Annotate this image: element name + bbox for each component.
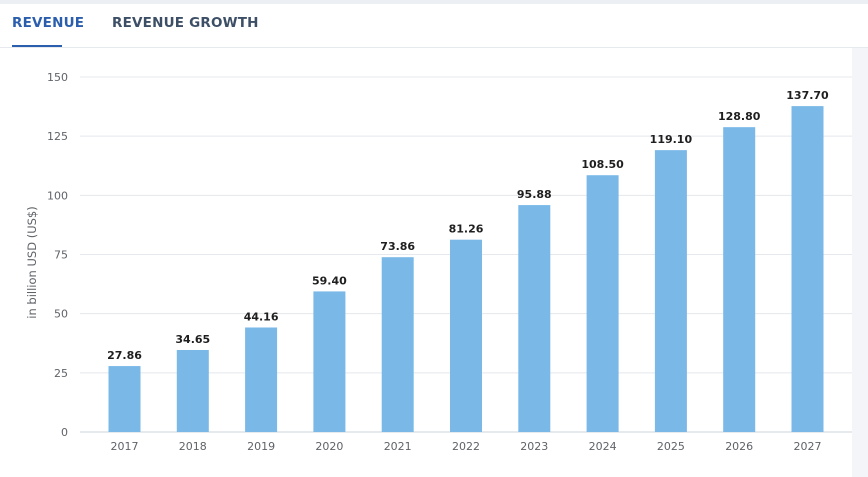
bars <box>108 106 824 433</box>
data-label: 108.50 <box>581 158 624 171</box>
bar[interactable] <box>791 106 824 433</box>
bar[interactable] <box>586 175 619 432</box>
data-label: 59.40 <box>312 274 347 287</box>
tab-revenue[interactable]: REVENUE <box>12 15 85 31</box>
bar[interactable] <box>176 349 209 432</box>
data-label: 44.16 <box>244 310 279 323</box>
data-labels: 27.86 34.65 44.16 59.40 73.86 81.26 95.88 108.5… <box>107 89 829 362</box>
x-tick-label: 2022 <box>452 440 480 453</box>
data-label: 73.86 <box>380 240 415 253</box>
bar[interactable] <box>723 127 756 432</box>
bar[interactable] <box>381 257 414 432</box>
x-axis-ticks: 2017 2018 2019 2020 2021 2022 2023 2024 2025 2026… <box>111 440 822 453</box>
data-label: 128.80 <box>718 110 761 123</box>
x-tick-label: 2018 <box>179 440 207 453</box>
bar[interactable] <box>450 239 482 432</box>
y-axis-ticks: 0 25 50 75 100 125 150 <box>47 71 68 439</box>
x-tick-label: 2026 <box>725 440 753 453</box>
bar[interactable] <box>245 327 278 432</box>
data-label: 137.70 <box>786 89 829 102</box>
tab-revenue-growth[interactable]: REVENUE GROWTH <box>112 15 259 31</box>
x-tick-label: 2020 <box>315 440 343 453</box>
x-tick-label: 2019 <box>247 440 275 453</box>
x-tick-label: 2025 <box>657 440 685 453</box>
chart-panel: 0 25 50 75 100 125 150 27.86 34.65 44.16 59.40 73.… <box>0 48 852 477</box>
y-tick-label: 50 <box>54 308 68 321</box>
data-label: 34.65 <box>175 333 210 346</box>
tab-bar: REVENUE REVENUE GROWTH <box>0 4 868 48</box>
data-label: 81.26 <box>449 223 484 236</box>
bar[interactable] <box>518 205 551 432</box>
x-tick-label: 2024 <box>589 440 617 453</box>
data-label: 95.88 <box>517 188 552 201</box>
y-tick-label: 75 <box>54 249 68 262</box>
bar[interactable] <box>313 291 346 432</box>
active-tab-indicator <box>12 45 62 47</box>
data-label: 119.10 <box>650 133 693 146</box>
bar[interactable] <box>108 366 141 432</box>
y-tick-label: 100 <box>47 189 68 202</box>
top-strip <box>0 0 868 4</box>
y-axis-label: in billion USD (US$) <box>25 206 39 318</box>
revenue-bar-chart: 0 25 50 75 100 125 150 27.86 34.65 44.16 59.40 73.… <box>25 71 852 453</box>
y-tick-label: 125 <box>47 130 68 143</box>
data-label: 27.86 <box>107 349 142 362</box>
y-tick-label: 150 <box>47 71 68 84</box>
y-tick-label: 25 <box>54 367 68 380</box>
x-tick-label: 2027 <box>794 440 822 453</box>
x-tick-label: 2023 <box>520 440 548 453</box>
x-tick-label: 2021 <box>384 440 412 453</box>
y-tick-label: 0 <box>61 426 68 439</box>
x-tick-label: 2017 <box>111 440 139 453</box>
bar[interactable] <box>654 150 687 432</box>
